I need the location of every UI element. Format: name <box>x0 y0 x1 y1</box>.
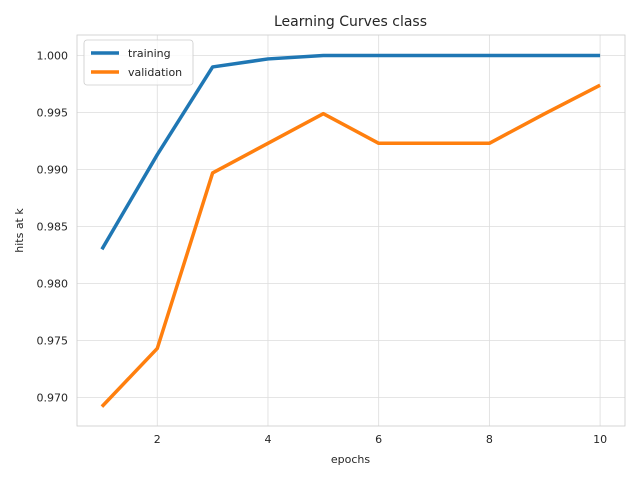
y-tick-label: 0.975 <box>37 335 69 348</box>
legend-label-training: training <box>128 47 171 60</box>
grid-lines <box>77 35 625 426</box>
x-tick-label: 10 <box>593 433 607 446</box>
y-tick-label: 0.990 <box>37 164 69 177</box>
y-tick-label: 0.985 <box>37 221 69 234</box>
x-axis-label: epochs <box>331 453 370 466</box>
series-lines <box>100 53 601 408</box>
x-tick-label: 2 <box>154 433 161 446</box>
x-tick-label: 6 <box>375 433 382 446</box>
y-axis-label: hits at k <box>13 208 26 253</box>
y-tick-label: 0.995 <box>37 107 69 120</box>
y-tick-label: 1.000 <box>37 50 69 63</box>
x-tick-label: 8 <box>486 433 493 446</box>
chart-title: Learning Curves class <box>274 14 427 30</box>
tick-labels: 2 4 6 8 10 0.970 0.975 0.980 0.985 0.990 0.995 1.00… <box>37 50 608 446</box>
y-tick-label: 0.980 <box>37 278 69 291</box>
series-line-validation <box>100 83 601 408</box>
legend-label-validation: validation <box>128 66 182 79</box>
plot-frame <box>76 34 626 427</box>
series-line-training <box>100 53 601 251</box>
y-tick-label: 0.970 <box>37 392 69 405</box>
legend: training validation <box>83 39 194 86</box>
x-tick-label: 4 <box>264 433 271 446</box>
